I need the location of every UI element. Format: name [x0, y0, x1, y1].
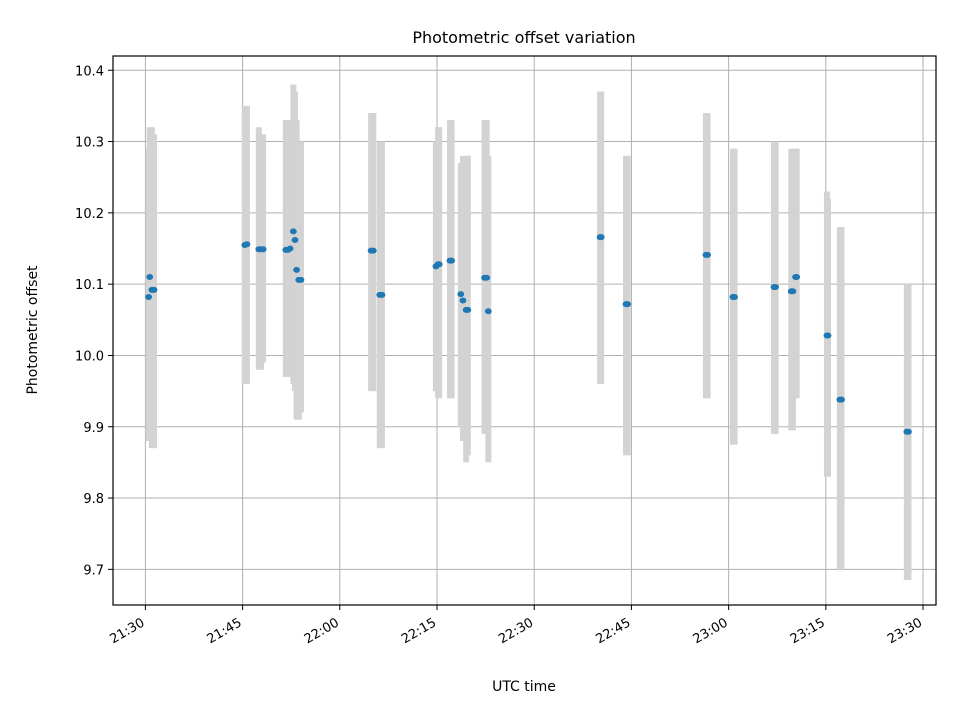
- data-point: [448, 257, 455, 264]
- y-axis-label: Photometric offset: [25, 265, 41, 395]
- data-point: [259, 246, 267, 253]
- y-tick-label: 10.2: [75, 207, 104, 222]
- chart-title: Photometric offset variation: [412, 28, 635, 47]
- data-point: [457, 291, 465, 298]
- data-point: [146, 274, 154, 281]
- x-tick-label: 23:15: [788, 615, 828, 647]
- data-point: [145, 293, 153, 300]
- data-point: [459, 297, 467, 304]
- data-point: [378, 291, 386, 298]
- x-tick-label: 21:30: [107, 615, 147, 647]
- data-point: [793, 274, 801, 281]
- data-point: [484, 308, 492, 315]
- y-tick-label: 10.3: [75, 136, 104, 151]
- data-point: [624, 301, 632, 308]
- data-point: [464, 306, 472, 313]
- data-point: [824, 332, 832, 339]
- x-tick-label: 21:45: [205, 615, 245, 647]
- data-point: [150, 286, 158, 293]
- x-tick-label: 22:15: [399, 615, 439, 647]
- x-axis: 21:30 21:45 22:00 22:15 22:30 22:45 23:00 23:15…: [107, 605, 925, 647]
- y-tick-label: 9.7: [83, 563, 104, 578]
- data-point: [483, 274, 491, 281]
- data-point: [704, 251, 711, 258]
- data-point: [243, 241, 251, 248]
- x-tick-label: 23:30: [885, 615, 925, 647]
- data-point: [286, 245, 294, 252]
- y-tick-label: 10.0: [75, 349, 104, 364]
- data-points: [145, 228, 912, 435]
- data-point: [289, 228, 297, 235]
- y-tick-label: 10.4: [75, 64, 104, 79]
- y-axis: 9.7 9.8 9.9 10.0 10.1 10.2 10.3 10.4: [75, 64, 113, 578]
- data-point: [293, 266, 301, 273]
- data-point: [772, 284, 780, 291]
- data-point: [905, 428, 912, 435]
- data-point: [291, 236, 299, 243]
- y-tick-label: 9.9: [83, 421, 104, 436]
- x-tick-label: 22:00: [302, 615, 342, 647]
- x-tick-label: 22:30: [496, 615, 536, 647]
- data-point: [838, 396, 845, 403]
- x-tick-label: 23:00: [691, 615, 731, 647]
- data-point: [435, 261, 443, 268]
- plot-frame: [112, 55, 937, 606]
- error-bars: [145, 84, 912, 581]
- grid-lines: [113, 56, 936, 605]
- x-axis-label: UTC time: [492, 679, 556, 695]
- data-point: [597, 234, 605, 241]
- data-point: [297, 276, 305, 283]
- data-point: [731, 293, 738, 300]
- y-tick-label: 10.1: [75, 278, 104, 293]
- x-tick-label: 22:45: [593, 615, 633, 647]
- y-tick-label: 9.8: [83, 492, 104, 507]
- data-point: [789, 288, 797, 295]
- data-point: [369, 247, 377, 254]
